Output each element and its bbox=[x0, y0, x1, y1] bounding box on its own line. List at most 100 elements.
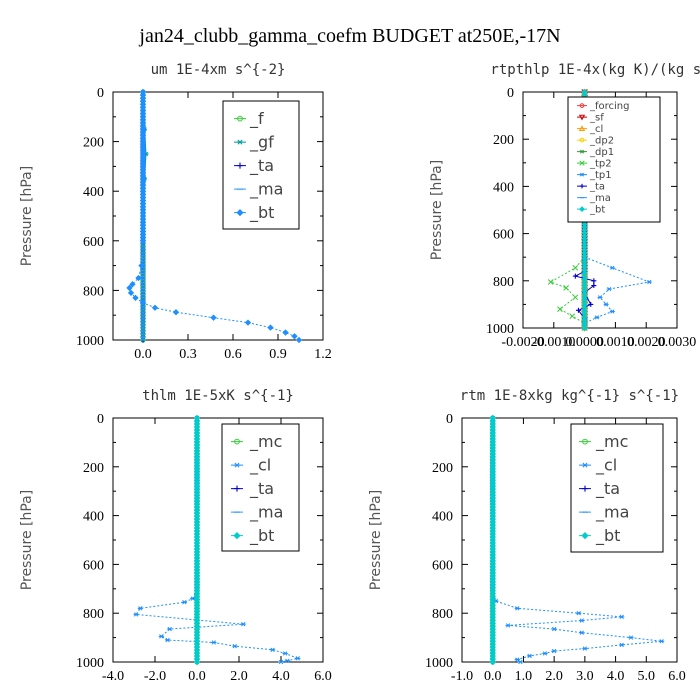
data-point bbox=[158, 634, 164, 639]
legend-label: _bt bbox=[249, 203, 274, 223]
y-tick-label: 400 bbox=[83, 510, 104, 525]
y-tick-label: 800 bbox=[83, 607, 104, 622]
legend-label: _ma bbox=[595, 503, 629, 523]
panel-title: rtpthlp 1E-4x(kg K)/(kg s) bbox=[490, 62, 700, 78]
data-point bbox=[547, 279, 554, 285]
chart-panel-1: um 1E-4xm s^{-2} 0 200 400 600 800 1000 0.0 0.3 0… bbox=[19, 62, 332, 362]
x-tick-label: -0.0020 bbox=[501, 335, 544, 350]
x-tick-label: 2.0 bbox=[545, 669, 563, 684]
legend-marker bbox=[579, 103, 585, 108]
y-tick-label: 400 bbox=[83, 185, 104, 200]
x-tick-label: 0.0030 bbox=[658, 335, 697, 350]
legend-marker bbox=[582, 438, 588, 445]
series-layer bbox=[126, 88, 303, 344]
data-point bbox=[211, 640, 217, 645]
panel-title: rtm 1E-8xkg kg^{-1} s^{-1} bbox=[460, 388, 679, 404]
data-point bbox=[591, 283, 597, 289]
data-point bbox=[210, 314, 217, 321]
legend-marker bbox=[237, 162, 243, 169]
data-point bbox=[172, 309, 180, 316]
x-tick-label: 4.0 bbox=[272, 669, 290, 684]
legend-marker bbox=[234, 462, 240, 468]
data-point bbox=[151, 304, 159, 311]
legend: _mc _cl _ta _ma _bt bbox=[570, 423, 664, 553]
x-tick-label: 0.0020 bbox=[627, 335, 666, 350]
data-point bbox=[597, 295, 603, 300]
legend-marker bbox=[579, 172, 585, 177]
data-point bbox=[581, 324, 588, 332]
legend-marker bbox=[237, 115, 243, 122]
data-point bbox=[132, 294, 139, 302]
data-point bbox=[514, 606, 520, 611]
data-point bbox=[282, 329, 289, 336]
data-point bbox=[572, 273, 578, 279]
data-point bbox=[270, 647, 276, 652]
x-tick-label: 0.0010 bbox=[596, 335, 635, 350]
y-tick-label: 0 bbox=[97, 86, 104, 101]
y-tick-label: 400 bbox=[432, 510, 453, 525]
legend-marker bbox=[581, 532, 589, 540]
legend: _f _gf _ta _ma _bt bbox=[222, 100, 300, 230]
data-point bbox=[579, 618, 585, 623]
legend-marker bbox=[234, 485, 240, 492]
x-tick-label: 0.3 bbox=[179, 347, 197, 362]
panel-title: um 1E-4xm s^{-2} bbox=[151, 62, 286, 78]
x-tick-label: 2.0 bbox=[230, 669, 248, 684]
y-tick-label: 600 bbox=[83, 558, 104, 573]
legend-label: _ta bbox=[589, 182, 605, 193]
legend-label: _ta bbox=[249, 479, 274, 499]
data-point bbox=[295, 656, 301, 661]
y-axis-label: Pressure [hPa] bbox=[19, 166, 35, 266]
x-tick-label: -1.0 bbox=[451, 669, 473, 684]
y-tick-label: 600 bbox=[432, 558, 453, 573]
legend-label: _cl bbox=[589, 124, 603, 135]
x-tick-label: 0.0 bbox=[134, 347, 152, 362]
y-axis-label: Pressure [hPa] bbox=[368, 490, 384, 590]
legend-label: _ta bbox=[595, 479, 620, 499]
data-point bbox=[557, 306, 563, 312]
data-point bbox=[133, 612, 139, 617]
data-point bbox=[517, 659, 523, 665]
panel-title: thlm 1E-5xK s^{-1} bbox=[142, 388, 294, 404]
y-tick-label: 600 bbox=[493, 228, 514, 243]
legend-marker bbox=[582, 462, 588, 468]
x-tick-label: 0.9 bbox=[269, 347, 287, 362]
legend-label: _bt bbox=[589, 205, 605, 216]
y-tick-label: 800 bbox=[432, 607, 453, 622]
data-point bbox=[576, 611, 582, 616]
legend-label: _ma bbox=[249, 503, 283, 523]
data-point bbox=[129, 281, 136, 288]
data-point bbox=[278, 659, 284, 665]
data-point bbox=[575, 307, 581, 313]
legend-box bbox=[222, 100, 300, 230]
x-tick-label: 0.0 bbox=[188, 669, 206, 684]
data-point bbox=[193, 658, 201, 666]
legend: _forcing_sf_cl_dp2_dp1_tp2_tp1_ta_ma_bt bbox=[567, 96, 661, 223]
y-tick-label: 400 bbox=[493, 180, 514, 195]
data-point bbox=[606, 286, 612, 292]
series-layer bbox=[489, 414, 665, 666]
legend-marker bbox=[578, 114, 586, 121]
x-tick-label: 0.0 bbox=[484, 669, 502, 684]
x-tick-label: 0.6 bbox=[224, 347, 242, 362]
legend-label: _dp2 bbox=[589, 136, 614, 147]
legend-marker bbox=[579, 160, 585, 166]
x-tick-label: 1.0 bbox=[515, 669, 533, 684]
x-tick-label: -0.0010 bbox=[532, 335, 575, 350]
data-point bbox=[138, 262, 145, 269]
legend-label: _mc bbox=[595, 432, 628, 452]
data-point bbox=[551, 626, 557, 632]
y-axis-label: Pressure [hPa] bbox=[429, 160, 445, 260]
data-point bbox=[139, 299, 147, 306]
data-point bbox=[126, 284, 133, 292]
x-tick-label: 4.0 bbox=[607, 669, 625, 684]
legend: _mc _cl _ta _ma _bt bbox=[221, 423, 300, 552]
data-point bbox=[167, 626, 173, 632]
data-point bbox=[135, 274, 142, 282]
data-point bbox=[267, 324, 274, 331]
data-point bbox=[563, 285, 569, 291]
y-tick-label: 1000 bbox=[76, 334, 104, 349]
data-point bbox=[582, 646, 588, 651]
data-point bbox=[190, 596, 196, 601]
